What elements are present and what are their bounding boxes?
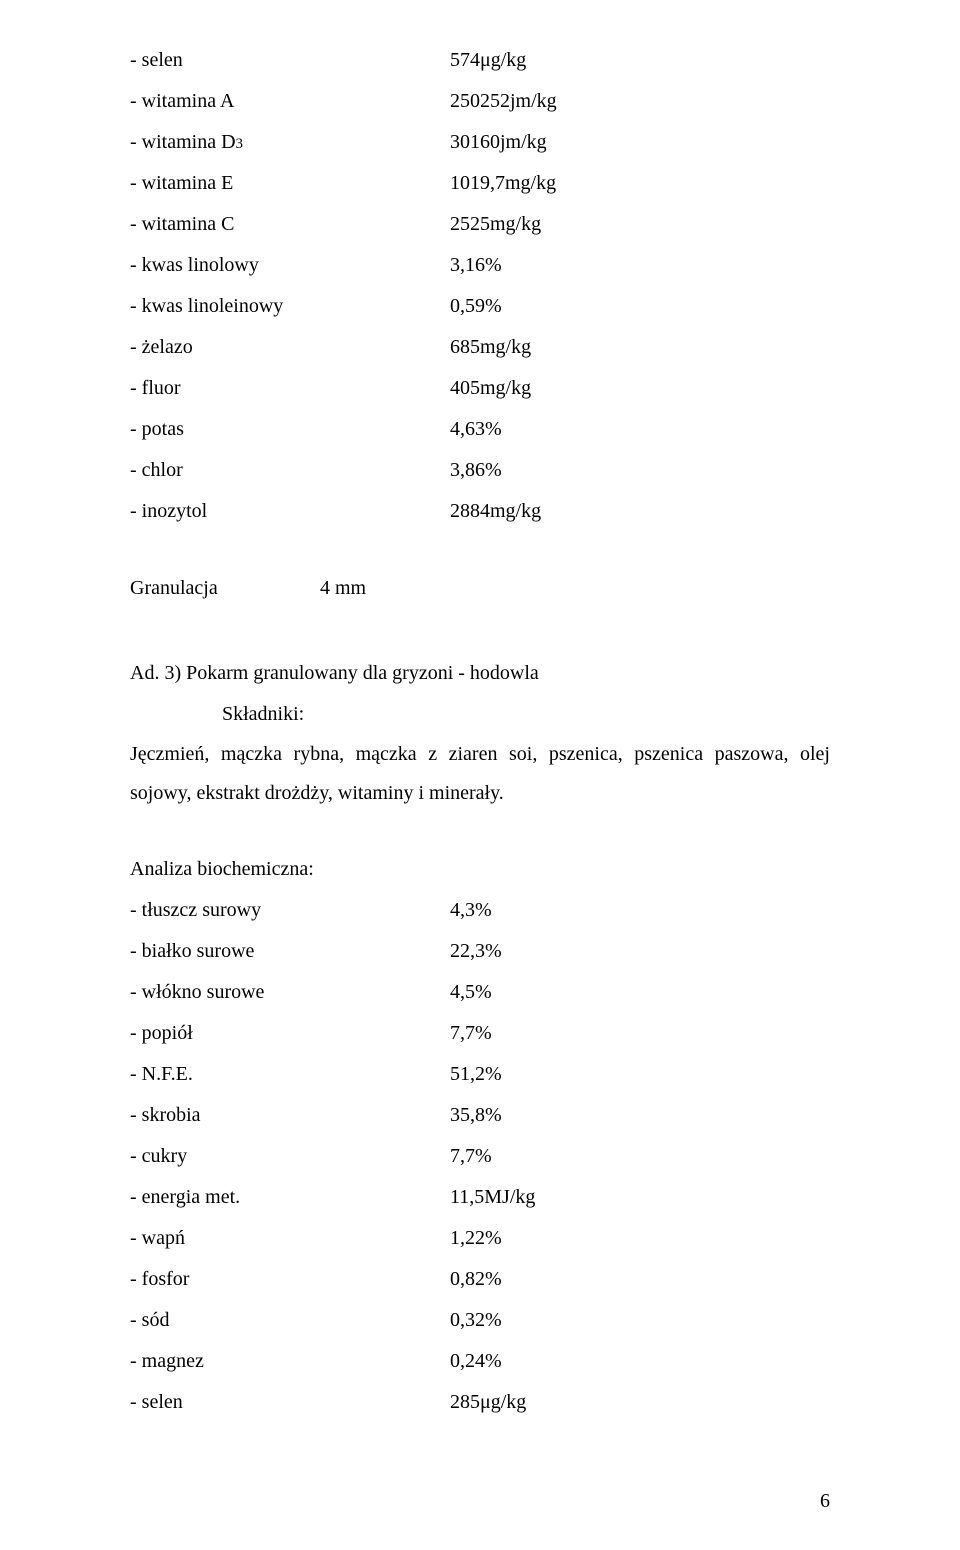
list-item: - białko surowe 22,3%	[130, 931, 830, 972]
nutrient-label: - żelazo	[130, 327, 450, 368]
list-item: - fosfor 0,82%	[130, 1259, 830, 1300]
granulacja-row: Granulacja 4 mm	[130, 568, 830, 609]
nutrient-value: 3,86%	[450, 450, 502, 491]
analysis-value: 7,7%	[450, 1136, 492, 1177]
page-number: 6	[820, 1481, 830, 1522]
nutrient-value: 1019,7mg/kg	[450, 163, 556, 204]
nutrient-value: 2525mg/kg	[450, 204, 541, 245]
list-item: - żelazo 685mg/kg	[130, 327, 830, 368]
list-item: - wapń 1,22%	[130, 1218, 830, 1259]
paragraph-body: Jęczmień, mączka rybna, mączka z ziaren …	[130, 735, 830, 813]
analysis-value: 0,24%	[450, 1341, 502, 1382]
list-item: - witamina C 2525mg/kg	[130, 204, 830, 245]
analysis-value: 22,3%	[450, 931, 502, 972]
list-item: - inozytol 2884mg/kg	[130, 491, 830, 532]
analysis-label: - fosfor	[130, 1259, 450, 1300]
analysis-value: 4,5%	[450, 972, 492, 1013]
analysis-heading: Analiza biochemiczna:	[130, 849, 830, 890]
nutrient-value: 30160jm/kg	[450, 122, 547, 163]
list-item: - sód 0,32%	[130, 1300, 830, 1341]
list-item: - fluor 405mg/kg	[130, 368, 830, 409]
analysis-label: - popiół	[130, 1013, 450, 1054]
analysis-label: - białko surowe	[130, 931, 450, 972]
nutrient-label: - witamina D3	[130, 122, 450, 163]
analysis-value: 35,8%	[450, 1095, 502, 1136]
nutrient-label: - witamina E	[130, 163, 450, 204]
list-item: - magnez 0,24%	[130, 1341, 830, 1382]
nutrient-label: - inozytol	[130, 491, 450, 532]
analysis-label: - magnez	[130, 1341, 450, 1382]
list-item: - potas 4,63%	[130, 409, 830, 450]
nutrient-value: 685mg/kg	[450, 327, 531, 368]
list-item: - kwas linoleinowy 0,59%	[130, 286, 830, 327]
analysis-label: - włókno surowe	[130, 972, 450, 1013]
granulacja-label: Granulacja	[130, 568, 320, 609]
analysis-label: - skrobia	[130, 1095, 450, 1136]
analysis-label: - sód	[130, 1300, 450, 1341]
list-item: - witamina D3 30160jm/kg	[130, 122, 830, 163]
analysis-label: - selen	[130, 1382, 450, 1423]
analysis-value: 0,32%	[450, 1300, 502, 1341]
list-item: - selen 574μg/kg	[130, 40, 830, 81]
section-heading: Ad. 3) Pokarm granulowany dla gryzoni - …	[130, 653, 830, 694]
nutrient-value: 250252jm/kg	[450, 81, 557, 122]
section-subheading: Składniki:	[130, 694, 830, 735]
list-item: - tłuszcz surowy 4,3%	[130, 890, 830, 931]
analysis-label: - wapń	[130, 1218, 450, 1259]
analysis-value: 0,82%	[450, 1259, 502, 1300]
document-page: - selen 574μg/kg - witamina A 250252jm/k…	[0, 0, 960, 1550]
nutrient-value: 0,59%	[450, 286, 502, 327]
nutrient-value: 4,63%	[450, 409, 502, 450]
nutrient-label: - potas	[130, 409, 450, 450]
list-item: - selen 285μg/kg	[130, 1382, 830, 1423]
list-item: - witamina E 1019,7mg/kg	[130, 163, 830, 204]
nutrient-label: - witamina C	[130, 204, 450, 245]
nutrient-label: - kwas linoleinowy	[130, 286, 450, 327]
list-item: - cukry 7,7%	[130, 1136, 830, 1177]
list-item: - włókno surowe 4,5%	[130, 972, 830, 1013]
list-item: - energia met. 11,5MJ/kg	[130, 1177, 830, 1218]
analysis-label: - energia met.	[130, 1177, 450, 1218]
nutrient-label: - fluor	[130, 368, 450, 409]
nutrient-label: - kwas linolowy	[130, 245, 450, 286]
analysis-label: - cukry	[130, 1136, 450, 1177]
list-item: - skrobia 35,8%	[130, 1095, 830, 1136]
nutrient-label: - witamina A	[130, 81, 450, 122]
nutrient-value: 2884mg/kg	[450, 491, 541, 532]
analysis-value: 4,3%	[450, 890, 492, 931]
nutrient-value: 574μg/kg	[450, 40, 526, 81]
analysis-value: 1,22%	[450, 1218, 502, 1259]
analysis-value: 7,7%	[450, 1013, 492, 1054]
nutrient-value: 405mg/kg	[450, 368, 531, 409]
list-item: - kwas linolowy 3,16%	[130, 245, 830, 286]
label-subscript: 3	[236, 136, 244, 152]
nutrient-label: - chlor	[130, 450, 450, 491]
nutrient-label: - selen	[130, 40, 450, 81]
analysis-label: - tłuszcz surowy	[130, 890, 450, 931]
analysis-value: 285μg/kg	[450, 1382, 526, 1423]
analysis-value: 11,5MJ/kg	[450, 1177, 535, 1218]
nutrient-value: 3,16%	[450, 245, 502, 286]
list-item: - popiół 7,7%	[130, 1013, 830, 1054]
list-item: - witamina A 250252jm/kg	[130, 81, 830, 122]
label-prefix: - witamina D	[130, 131, 236, 153]
list-item: - N.F.E. 51,2%	[130, 1054, 830, 1095]
analysis-value: 51,2%	[450, 1054, 502, 1095]
list-item: - chlor 3,86%	[130, 450, 830, 491]
granulacja-value: 4 mm	[320, 568, 366, 609]
analysis-label: - N.F.E.	[130, 1054, 450, 1095]
